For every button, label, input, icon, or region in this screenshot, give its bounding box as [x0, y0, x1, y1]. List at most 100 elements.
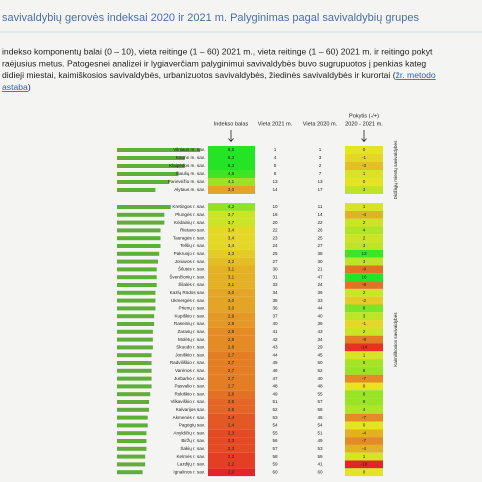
rank-2020: 56	[317, 407, 323, 412]
rank-2021: 47	[272, 376, 278, 381]
change-cell	[345, 226, 383, 235]
rank-2021: 56	[272, 438, 278, 443]
change-value: -18	[361, 462, 368, 467]
score-value: 2,7	[228, 368, 235, 373]
score-bar	[117, 368, 152, 373]
rank-2021: 36	[272, 306, 278, 311]
column-header: Vieta 2020 m.	[303, 121, 338, 127]
score-value: 3,3	[228, 251, 235, 256]
rank-2021: 58	[272, 454, 278, 459]
score-value: 2,6	[228, 391, 235, 396]
municipality-name: Rokiškio r. sav.	[174, 391, 205, 396]
score-cell	[208, 304, 255, 313]
municipality-name: Tauragės r. sav.	[173, 235, 205, 240]
score-bar	[117, 188, 156, 192]
municipality-name: Klaipėdos m. sav.	[169, 163, 205, 168]
score-cell	[208, 335, 255, 344]
score-cell	[208, 429, 255, 438]
rank-2021: 41	[272, 329, 278, 334]
column-header: Vieta 2021 m.	[258, 121, 293, 127]
score-cell	[208, 437, 255, 445]
score-bar	[117, 314, 155, 319]
score-value: 2,3	[228, 446, 235, 451]
rank-2021: 59	[272, 462, 278, 467]
score-value: 2,8	[228, 329, 235, 334]
change-value: 16	[361, 274, 367, 279]
rank-2021: 31	[272, 274, 278, 279]
change-value: -3	[362, 163, 367, 168]
score-bar	[117, 392, 151, 397]
municipality-name: Kupiškio r. sav.	[174, 313, 205, 318]
change-cell	[345, 234, 383, 243]
rank-2020: 46	[317, 415, 323, 420]
change-cell	[345, 437, 383, 445]
change-value: 4	[363, 228, 366, 233]
score-value: 6,5	[228, 147, 235, 152]
score-cell	[208, 452, 255, 461]
rank-2020: 48	[317, 384, 323, 389]
change-value: -9	[362, 267, 367, 272]
score-value: 3,1	[228, 274, 235, 279]
change-cell	[345, 273, 383, 282]
method-link[interactable]: žr. metodo	[396, 70, 436, 80]
change-cell	[345, 390, 383, 399]
rank-2021: 27	[272, 259, 278, 264]
score-bar	[117, 345, 153, 350]
rank-2020: 55	[317, 391, 323, 396]
score-cell	[208, 178, 255, 186]
rank-2020: 3	[319, 155, 322, 160]
score-value: 2,0	[228, 469, 235, 474]
score-value: 2,3	[228, 438, 235, 443]
rank-2021: 43	[272, 345, 278, 350]
change-value: -4	[362, 446, 367, 451]
change-cell	[345, 413, 383, 422]
municipality-name: Raseinių r. sav.	[174, 321, 205, 326]
method-link[interactable]: astaba	[2, 82, 28, 92]
change-cell	[345, 162, 383, 170]
rank-2021: 13	[272, 179, 278, 184]
rank-2021: 34	[272, 290, 278, 295]
municipality-name: Radviliškio r. sav.	[170, 360, 205, 365]
score-value: 2,7	[228, 376, 235, 381]
score-bar	[117, 446, 147, 451]
score-value: 2,7	[228, 384, 235, 389]
rank-2020: 27	[317, 243, 323, 248]
change-cell	[345, 351, 383, 360]
change-cell	[345, 335, 383, 344]
score-value: 3,7	[228, 220, 235, 225]
municipality-name: Vilkaviškio r. sav.	[170, 399, 205, 404]
score-bar	[117, 156, 185, 160]
municipality-name: Joniškio r. sav.	[175, 352, 205, 357]
score-bar	[117, 251, 160, 256]
score-value: 2,8	[228, 337, 235, 342]
change-cell	[345, 468, 383, 477]
rank-2020: 1	[319, 147, 322, 152]
rank-2021: 24	[272, 243, 278, 248]
rank-2020: 40	[317, 376, 323, 381]
score-value: 5,3	[228, 163, 235, 168]
score-cell	[208, 460, 255, 469]
change-value: 6	[363, 391, 366, 396]
score-cell	[208, 320, 255, 328]
title: savivaldybių gerovės indeksai 2020 ir 20…	[2, 12, 420, 24]
score-bar	[117, 306, 156, 311]
score-bar	[117, 283, 157, 287]
change-cell	[345, 452, 383, 461]
change-value: -4	[362, 430, 367, 435]
change-cell	[345, 444, 383, 453]
score-bar	[117, 454, 146, 459]
municipality-name: Panevėžio m. sav.	[168, 179, 205, 184]
rank-2021: 48	[272, 384, 278, 389]
rank-2020: 41	[317, 462, 323, 467]
municipality-name: Akmenės r. sav.	[173, 415, 205, 420]
change-cell	[345, 146, 383, 154]
rank-2020: 45	[317, 352, 323, 357]
change-value: -8	[362, 337, 367, 342]
change-cell	[345, 382, 383, 391]
score-bar	[117, 267, 157, 272]
municipality-name: Kelmės r. sav.	[176, 454, 205, 459]
rank-2021: 6	[274, 171, 277, 176]
intro-text: )	[28, 82, 31, 92]
municipality-name: Pakruojo r. sav.	[174, 251, 205, 256]
score-bar	[117, 329, 153, 334]
